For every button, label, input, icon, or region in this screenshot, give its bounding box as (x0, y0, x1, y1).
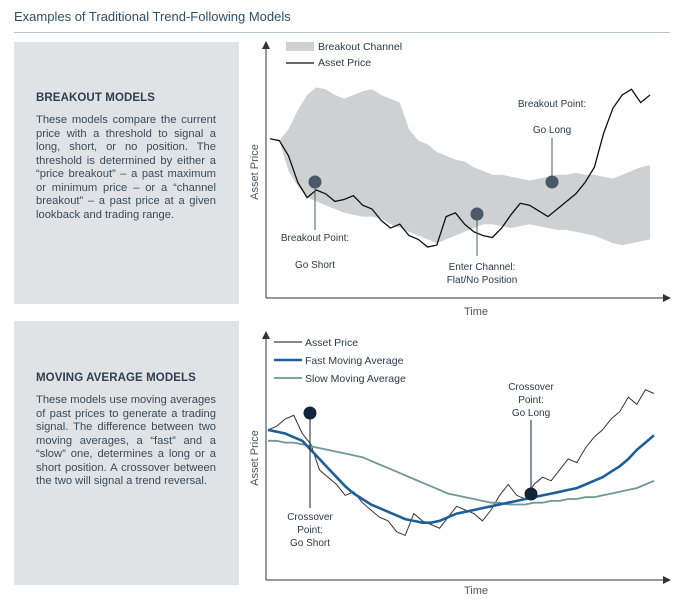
fast-moving-average-line (267, 428, 655, 524)
x-axis-arrow (663, 576, 671, 584)
annotation-long-line3: Go Long (512, 408, 550, 419)
legend-swatch-channel (286, 42, 314, 51)
moving-average-models-description: These models use moving averages of past… (36, 394, 216, 487)
x-axis-label: Time (464, 585, 488, 597)
breakout-models-title: BREAKOUT MODELS (36, 92, 156, 104)
y-axis-label: Asset Price (249, 144, 261, 200)
crossover-marker-long (524, 487, 538, 501)
legend-label-channel: Breakout Channel (318, 41, 402, 53)
x-axis-label: Time (464, 306, 488, 318)
slow-moving-average-line (268, 439, 655, 506)
annotation-go-long-line1: Breakout Point: (518, 99, 586, 110)
annotation-short-line2: Point: (297, 525, 323, 536)
legend: Asset Price Fast Moving Average Slow Mov… (274, 337, 406, 385)
breakout-point-marker-short (308, 175, 322, 189)
annotation-go-short-line1: Breakout Point: (281, 233, 349, 244)
breakout-models-description: These models compare the current price w… (36, 114, 216, 221)
legend-label-fast-ma: Fast Moving Average (305, 355, 404, 367)
annotation-long-line2: Point: (518, 395, 544, 406)
breakout-annotations: Breakout Point: Go Short Enter Channel: … (281, 99, 586, 286)
asset-price-line (269, 88, 651, 248)
page-title: Examples of Traditional Trend-Following … (14, 9, 291, 24)
annotation-flat-line2: Flat/No Position (447, 275, 518, 286)
annotation-flat-line1: Enter Channel: (449, 262, 516, 273)
annotation-go-long-line2: Go Long (533, 125, 571, 136)
legend-label-price: Asset Price (318, 57, 371, 69)
breakout-channel-band (270, 87, 650, 246)
y-axis-arrow (262, 331, 270, 339)
legend-label-price: Asset Price (305, 337, 358, 349)
legend: Breakout Channel Asset Price (286, 41, 402, 69)
asset-price-line (267, 389, 655, 537)
annotation-short-line3: Go Short (290, 538, 330, 549)
title-divider (14, 32, 670, 33)
breakout-point-marker-long (545, 175, 559, 189)
enter-channel-marker (470, 207, 484, 221)
x-axis-arrow (663, 294, 671, 302)
breakout-chart: Asset Price Time Breakout Channel Asset … (249, 41, 671, 318)
annotation-short-line1: Crossover (287, 512, 333, 523)
moving-average-models-title: MOVING AVERAGE MODELS (36, 372, 196, 384)
y-axis-label: Asset Price (249, 430, 261, 486)
crossover-annotations: Crossover Point: Go Short Crossover Poin… (287, 382, 554, 549)
crossover-marker-short (303, 406, 317, 420)
y-axis-arrow (262, 41, 270, 49)
annotation-long-line1: Crossover (508, 382, 554, 393)
breakout-models-panel: BREAKOUT MODELS These models compare the… (14, 42, 239, 304)
moving-average-chart: Asset Price Time Asset Price Fast Moving… (249, 331, 671, 597)
moving-average-models-panel: MOVING AVERAGE MODELS These models use m… (14, 321, 239, 585)
legend-label-slow-ma: Slow Moving Average (305, 373, 406, 385)
annotation-go-short-line2: Go Short (295, 260, 335, 271)
